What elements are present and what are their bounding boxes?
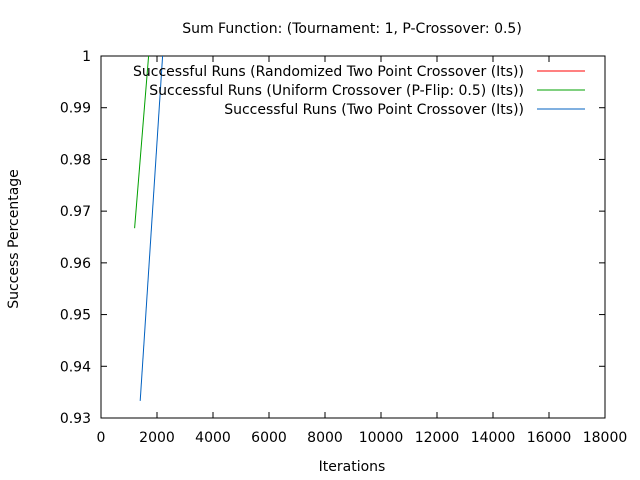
x-tick-label: 6000 <box>251 430 287 446</box>
plot-area: 0 2000 4000 6000 8000 10000 12000 14000 16000 180… <box>60 49 627 446</box>
legend-label: Successful Runs (Randomized Two Point Cr… <box>133 64 524 80</box>
y-tick-label: 0.97 <box>60 204 91 220</box>
x-tick-label: 12000 <box>415 430 460 446</box>
x-tick-label: 2000 <box>139 430 175 446</box>
y-axis-label: Success Percentage <box>6 169 22 309</box>
x-tick-label: 14000 <box>471 430 516 446</box>
y-tick-label: 0.98 <box>60 152 91 168</box>
y-tick-label: 0.99 <box>60 101 91 117</box>
y-tick-label: 0.95 <box>60 308 91 324</box>
legend-label: Successful Runs (Uniform Crossover (P-Fl… <box>149 83 524 99</box>
x-tick-label: 16000 <box>527 430 572 446</box>
legend-label: Successful Runs (Two Point Crossover (It… <box>224 102 524 118</box>
x-tick-label: 4000 <box>195 430 231 446</box>
y-tick-label: 0.93 <box>60 411 91 427</box>
x-tick-label: 18000 <box>583 430 628 446</box>
y-tick-label: 1 <box>82 49 91 65</box>
y-tick-label: 0.94 <box>60 359 91 375</box>
series-line <box>134 56 150 229</box>
chart-title: Sum Function: (Tournament: 1, P-Crossove… <box>182 21 522 37</box>
x-tick-label: 0 <box>97 430 106 446</box>
plot-frame <box>100 55 606 419</box>
series-line <box>139 56 164 401</box>
x-axis-label: Iterations <box>319 459 386 475</box>
y-tick-label: 0.96 <box>60 256 91 272</box>
x-tick-label: 10000 <box>359 430 404 446</box>
x-tick-label: 8000 <box>307 430 343 446</box>
